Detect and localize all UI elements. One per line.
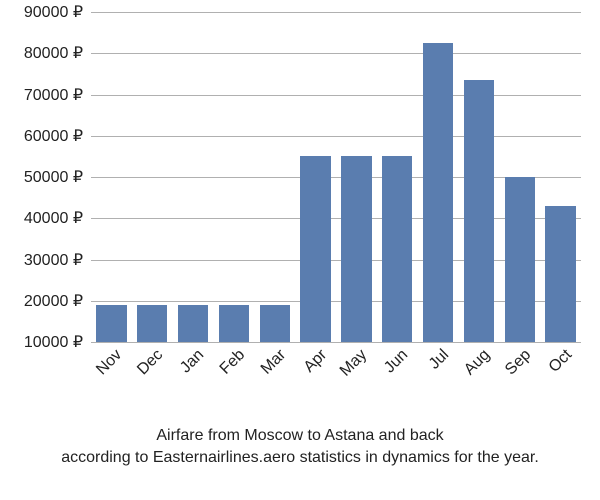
- gridline: [91, 53, 581, 54]
- bar: [464, 80, 494, 342]
- y-axis-tick-label: 60000 ₽: [24, 126, 91, 146]
- x-axis-tick-label: Apr: [296, 342, 331, 377]
- bar: [545, 206, 575, 342]
- x-axis-tick-label: Nov: [89, 342, 126, 379]
- plot-area: 10000 ₽20000 ₽30000 ₽40000 ₽50000 ₽60000…: [90, 12, 581, 343]
- airfare-bar-chart: 10000 ₽ 20000 ₽ 30000 ₽ 40000 ₽ 50000 ₽ 60000…: [0, 0, 600, 500]
- y-axis-tick-label: 20000 ₽: [24, 291, 91, 311]
- bar: [423, 43, 453, 342]
- bar: [382, 156, 412, 342]
- y-axis-tick-label: 70000 ₽: [24, 85, 91, 105]
- bar: [178, 305, 208, 342]
- bar: [505, 177, 535, 342]
- gridline: [91, 12, 581, 13]
- x-axis-tick-label: Sep: [498, 342, 535, 379]
- y-axis-tick-label: 50000 ₽: [24, 167, 91, 187]
- bar: [96, 305, 126, 342]
- bar: [260, 305, 290, 342]
- bar: [300, 156, 330, 342]
- x-axis-tick-label: Jun: [377, 342, 412, 377]
- x-axis-tick-label: Aug: [457, 342, 494, 379]
- bar: [137, 305, 167, 342]
- x-axis-tick-label: Dec: [130, 342, 167, 379]
- y-axis-tick-label: 90000 ₽: [24, 2, 91, 22]
- gridline: [91, 136, 581, 137]
- x-axis-tick-label: Oct: [541, 342, 576, 377]
- x-axis-tick-label: Mar: [253, 342, 289, 378]
- x-axis-tick-label: May: [333, 342, 371, 380]
- chart-caption: Airfare from Moscow to Astana and backac…: [0, 425, 600, 468]
- x-axis-tick-label: Feb: [212, 342, 248, 378]
- caption-line: Airfare from Moscow to Astana and back: [0, 425, 600, 447]
- x-axis-tick-label: Jul: [422, 342, 453, 373]
- bar: [219, 305, 249, 342]
- y-axis-tick-label: 80000 ₽: [24, 43, 91, 63]
- bar: [341, 156, 371, 342]
- gridline: [91, 95, 581, 96]
- gridline: [91, 342, 581, 343]
- y-axis-tick-label: 30000 ₽: [24, 250, 91, 270]
- caption-line: according to Easternairlines.aero statis…: [0, 447, 600, 469]
- y-axis-tick-label: 10000 ₽: [24, 332, 91, 352]
- y-axis-tick-label: 40000 ₽: [24, 208, 91, 228]
- x-axis-tick-label: Jan: [173, 342, 208, 377]
